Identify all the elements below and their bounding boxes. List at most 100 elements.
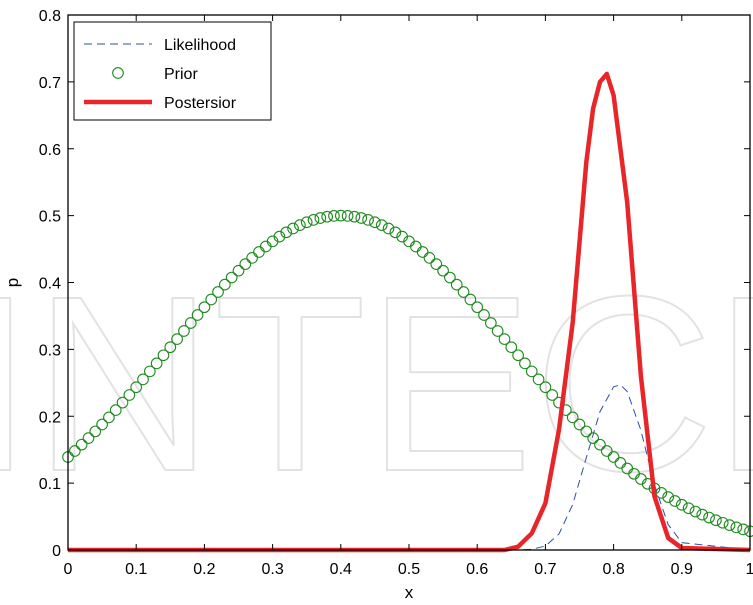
- y-tick-label: 0.8: [39, 8, 61, 25]
- prior-point: [682, 502, 695, 515]
- axis-ticks: 0 0.1 0.2 0.3 0.4 0.5 0.6 0.7 0.8 0.9 1 0 0.1 0.2 0.3 0…: [39, 8, 753, 578]
- prior-point: [205, 293, 218, 306]
- prior-point: [689, 505, 702, 518]
- prior-point: [382, 222, 395, 235]
- prior-point: [580, 425, 593, 438]
- x-axis-label: x: [405, 583, 414, 602]
- prior-point: [171, 333, 183, 345]
- prior-point: [525, 365, 538, 378]
- prior-point: [716, 516, 729, 529]
- x-tick-label: 0.5: [398, 561, 420, 578]
- prior-point: [89, 425, 102, 438]
- prior-point: [355, 212, 368, 224]
- x-tick-label: 0.8: [602, 561, 624, 578]
- y-tick-label: 0.6: [39, 142, 61, 159]
- prior-point: [696, 508, 709, 521]
- prior-point: [464, 293, 477, 306]
- prior-point: [703, 511, 715, 524]
- x-tick-label: 0.2: [193, 561, 215, 578]
- prior-point: [348, 210, 361, 223]
- prior-point: [232, 264, 245, 277]
- prior-point: [137, 373, 149, 386]
- prior-point: [164, 341, 177, 354]
- prior-point: [321, 210, 334, 223]
- prior-point: [150, 357, 163, 370]
- prior-point: [532, 373, 545, 386]
- prior-point: [369, 216, 381, 229]
- x-tick-label: 0.6: [466, 561, 488, 578]
- prior-point: [341, 210, 354, 222]
- prior-point: [505, 341, 518, 354]
- prior-point: [307, 214, 320, 226]
- prior-point: [143, 365, 156, 378]
- prior-point: [478, 309, 490, 321]
- prior-point: [573, 418, 586, 431]
- prior-point: [512, 349, 524, 362]
- series-posterior-line: [68, 71, 751, 553]
- prior-point: [273, 230, 286, 243]
- y-tick-label: 0: [52, 543, 61, 560]
- x-tick-label: 1: [746, 561, 753, 578]
- legend-label: Likelihood: [164, 37, 236, 54]
- prior-point: [430, 258, 443, 271]
- watermark-text: INTECH: [0, 244, 753, 523]
- prior-point: [294, 219, 306, 231]
- legend-label: Prior: [164, 66, 198, 83]
- prior-point: [416, 246, 429, 258]
- prior-point: [362, 214, 374, 226]
- prior-point: [484, 317, 497, 329]
- prior-point: [198, 301, 211, 314]
- prior-point: [437, 264, 449, 277]
- y-tick-label: 0.2: [39, 409, 61, 426]
- x-tick-label: 0.4: [330, 561, 352, 578]
- watermark: INTECH: [0, 243, 753, 524]
- prior-point: [246, 252, 258, 264]
- prior-point: [219, 278, 231, 291]
- prior-point: [314, 212, 327, 224]
- prior-point: [184, 317, 197, 329]
- legend-label: Postersior: [164, 95, 237, 112]
- prior-point: [300, 216, 313, 229]
- prior-point: [737, 523, 750, 536]
- prior-point: [287, 222, 299, 235]
- prior-point: [103, 411, 115, 424]
- prior-point: [723, 519, 736, 531]
- prior-point: [225, 271, 238, 284]
- prior-point: [519, 357, 531, 370]
- prior-point: [546, 389, 559, 401]
- x-tick-label: 0.1: [125, 561, 147, 578]
- prior-point: [600, 445, 613, 457]
- prior-point: [96, 418, 108, 431]
- prior-point: [68, 445, 81, 457]
- y-axis-label: p: [3, 278, 22, 287]
- prior-point: [178, 325, 190, 337]
- prior-point: [75, 438, 88, 451]
- prior-point: [587, 432, 599, 445]
- prior-point: [389, 226, 402, 239]
- series-prior: [62, 209, 753, 538]
- x-tick-label: 0.9: [671, 561, 693, 578]
- prior-point: [710, 514, 722, 527]
- legend-swatch-prior: [112, 67, 124, 79]
- prior-point: [730, 521, 743, 534]
- prior-point: [109, 404, 122, 416]
- x-tick-label: 0: [64, 561, 73, 578]
- prior-point: [116, 396, 129, 409]
- series-layer: [62, 71, 753, 553]
- prior-point: [444, 271, 456, 284]
- legend: Likelihood Prior Postersior: [73, 21, 272, 121]
- y-tick-label: 0.5: [39, 209, 61, 226]
- prior-point: [566, 411, 579, 424]
- y-tick-label: 0.3: [39, 342, 61, 359]
- y-tick-label: 0.4: [39, 276, 61, 293]
- prior-point: [607, 451, 620, 463]
- prior-point: [212, 286, 224, 298]
- series-likelihood-line: [68, 384, 751, 551]
- prior-point: [669, 495, 681, 507]
- prior-point: [375, 219, 388, 231]
- prior-point: [471, 301, 484, 314]
- x-tick-label: 0.7: [534, 561, 556, 578]
- x-tick-label: 0.3: [261, 561, 283, 578]
- prior-point: [539, 381, 552, 394]
